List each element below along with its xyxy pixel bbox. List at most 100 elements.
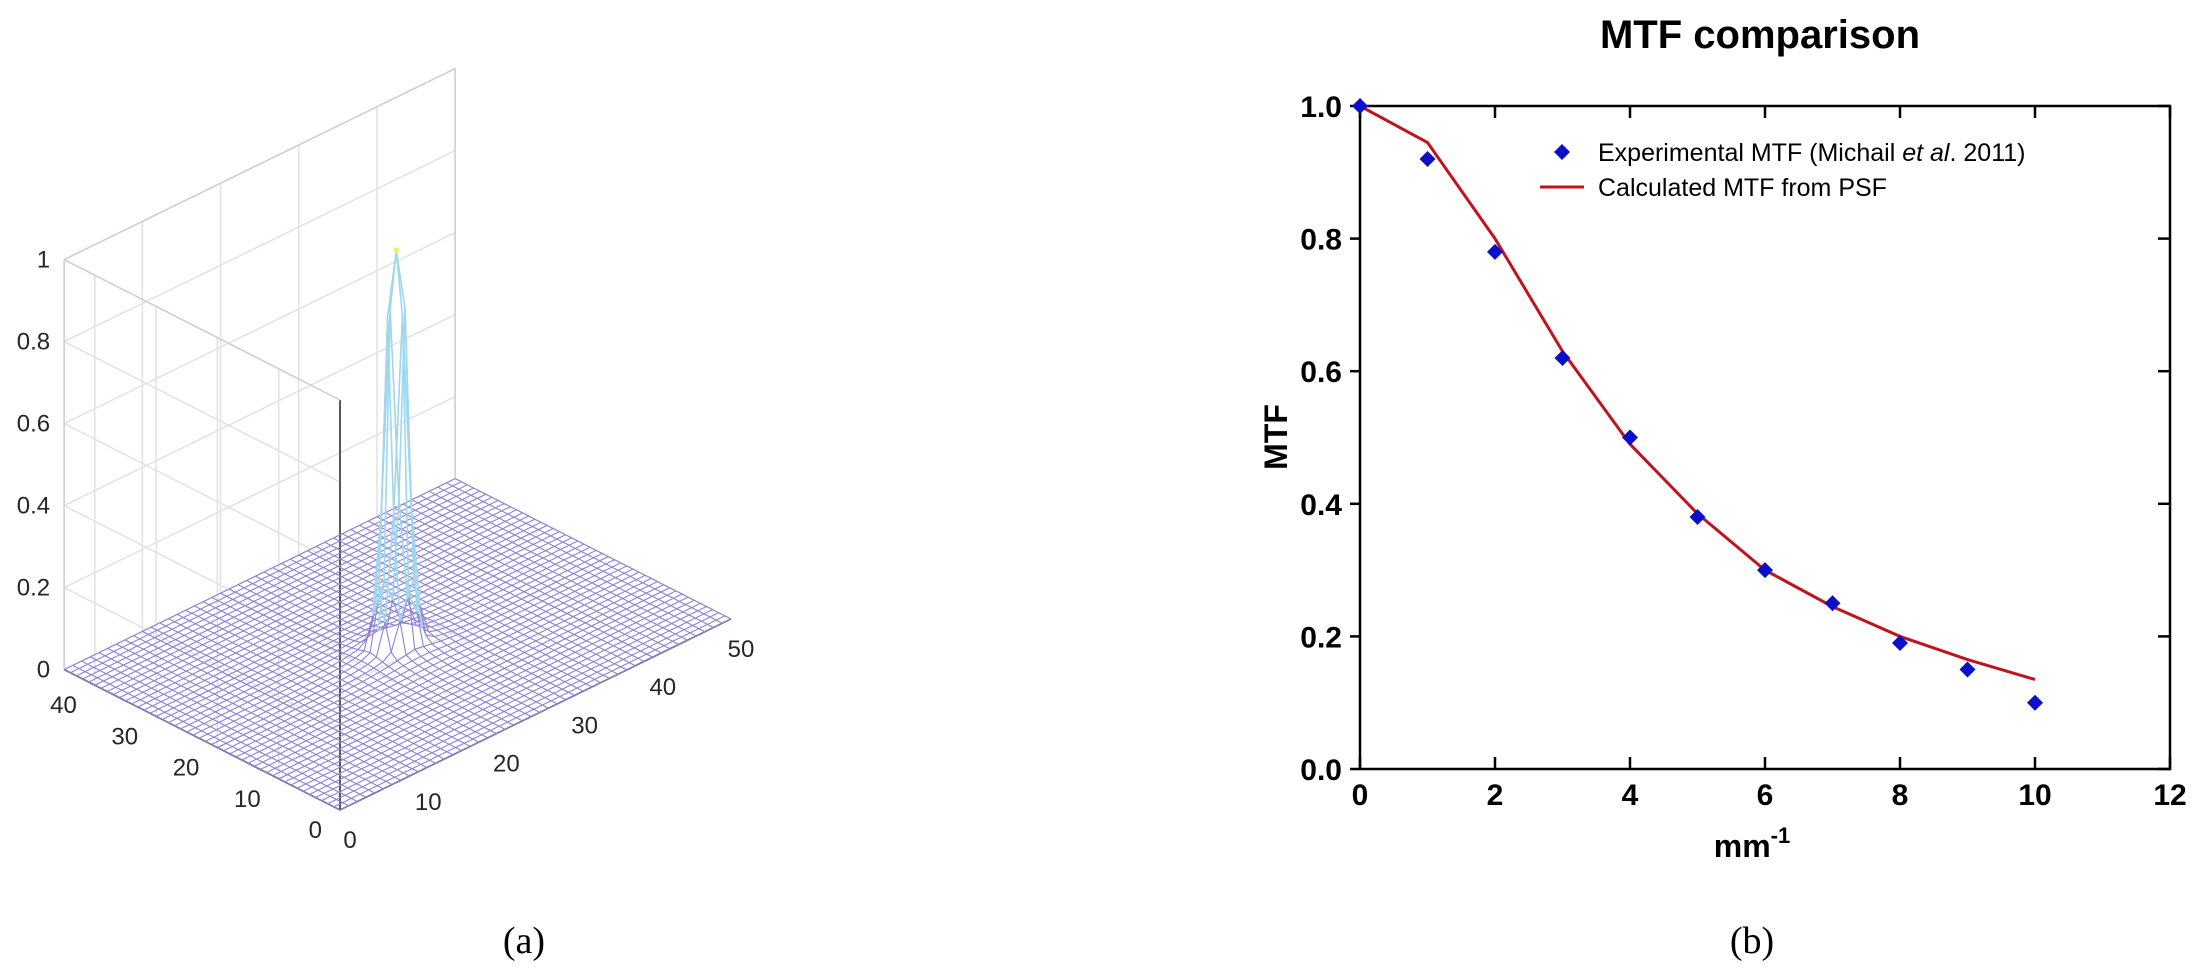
experimental-mtf-series xyxy=(1352,98,2043,711)
mesh-line xyxy=(88,490,480,683)
peak-line xyxy=(377,580,385,631)
y-axis-label: MTF xyxy=(1258,404,1294,470)
mesh-line xyxy=(321,609,713,802)
mesh-line xyxy=(180,537,572,730)
mesh-line xyxy=(168,618,445,760)
mesh-line xyxy=(63,669,341,811)
mesh-line xyxy=(137,515,529,708)
x-tick-label: 50 xyxy=(728,636,755,663)
experimental-point xyxy=(1419,151,1436,168)
mesh-line xyxy=(302,599,695,792)
grid-line xyxy=(63,231,456,425)
surface-mesh xyxy=(63,247,732,811)
grid-line xyxy=(63,313,456,507)
peak-line xyxy=(374,580,385,609)
y-tick-label: 1.0 xyxy=(1300,91,1342,124)
experimental-point xyxy=(1824,595,1841,612)
legend-label-calculated: Calculated MTF from PSF xyxy=(1598,174,1887,202)
mesh-line xyxy=(125,509,517,702)
experimental-point xyxy=(1689,509,1706,526)
mesh-line xyxy=(228,588,506,730)
mesh-line xyxy=(454,478,732,620)
mesh-line xyxy=(168,531,560,724)
x-tick-label: 10 xyxy=(415,789,442,816)
x-axis-label: mm-1 xyxy=(1714,823,1790,864)
mesh-line xyxy=(241,568,634,761)
mtf-chart-panel: MTF comparison 0 2 4 6 8 10 12 0.0 0.2 0.4 0.6 0.8 1… xyxy=(1258,13,2187,864)
mesh-line xyxy=(235,565,628,758)
mesh-line xyxy=(106,499,499,692)
x-tick-label: 12 xyxy=(2153,779,2186,812)
mesh-line xyxy=(94,493,487,686)
z-tick-label: 1 xyxy=(37,247,50,274)
mesh-line xyxy=(333,615,726,808)
mesh-line xyxy=(82,487,474,680)
mesh-line xyxy=(72,664,349,807)
mesh-line xyxy=(70,481,462,674)
mesh-line xyxy=(159,622,436,764)
mesh-line xyxy=(76,484,468,677)
mesh-line xyxy=(298,554,575,696)
legend-label-experimental-part3: . 2011) xyxy=(1950,139,2026,167)
x-tick-label: 2 xyxy=(1487,779,1504,812)
x-tick-label: 0 xyxy=(343,827,356,854)
y-tick-label: 0.6 xyxy=(1300,356,1342,389)
peak-line xyxy=(389,250,398,310)
mesh-line xyxy=(315,606,707,798)
panel-label-a: (a) xyxy=(503,920,545,962)
x-axis-label-exponent: -1 xyxy=(1771,823,1791,848)
experimental-point xyxy=(2027,694,2043,711)
mesh-line xyxy=(155,524,548,717)
x-tick-label: 40 xyxy=(649,674,676,701)
mesh-line xyxy=(107,647,384,790)
mesh-line xyxy=(290,593,683,786)
mesh-line xyxy=(98,652,376,794)
mesh-line xyxy=(211,596,488,739)
mesh-line xyxy=(124,639,402,781)
mesh-line xyxy=(133,635,410,777)
mesh-line xyxy=(411,499,688,641)
mesh-line xyxy=(150,626,428,769)
z-tick-label: 0.8 xyxy=(17,329,50,356)
peak-line xyxy=(383,309,391,581)
y-tick-label: 0.2 xyxy=(1300,621,1342,654)
mesh-line xyxy=(142,630,419,773)
peak-line xyxy=(384,513,395,623)
mesh-line xyxy=(309,602,701,795)
mesh-line xyxy=(428,490,706,633)
mesh-line xyxy=(446,482,723,624)
y-tick-label: 0.0 xyxy=(1300,754,1342,787)
peak-line xyxy=(378,595,386,623)
mesh-line xyxy=(402,503,680,645)
peak-line xyxy=(389,309,400,499)
x-tick-label: 4 xyxy=(1622,779,1639,812)
experimental-point xyxy=(1892,635,1908,652)
mesh-line xyxy=(89,656,367,798)
peak-line xyxy=(412,578,424,628)
peak-line xyxy=(374,507,383,609)
experimental-point xyxy=(1622,429,1638,446)
grid-line xyxy=(63,340,341,483)
mesh-line xyxy=(385,512,662,654)
grid-line xyxy=(63,422,341,565)
z-tick-label: 0.2 xyxy=(17,575,50,602)
mesh-line xyxy=(119,506,511,699)
peak-line xyxy=(392,513,401,622)
mesh-line xyxy=(324,541,601,684)
x-tick-label: 20 xyxy=(493,751,520,778)
peak-line xyxy=(398,308,406,499)
mesh-line xyxy=(420,495,697,637)
y-tick-label: 40 xyxy=(50,692,77,719)
box-edge xyxy=(63,258,341,401)
peak-line xyxy=(407,592,418,613)
mesh-line xyxy=(260,577,652,770)
z-tick-label: 0.6 xyxy=(17,411,50,438)
x-tick-label: 6 xyxy=(1757,779,1774,812)
y-tick-label: 30 xyxy=(111,723,138,750)
mesh-line xyxy=(253,574,646,767)
peak-line xyxy=(398,498,409,600)
legend-label-experimental-italic: et al xyxy=(1902,139,1951,167)
mesh-line xyxy=(161,528,554,720)
